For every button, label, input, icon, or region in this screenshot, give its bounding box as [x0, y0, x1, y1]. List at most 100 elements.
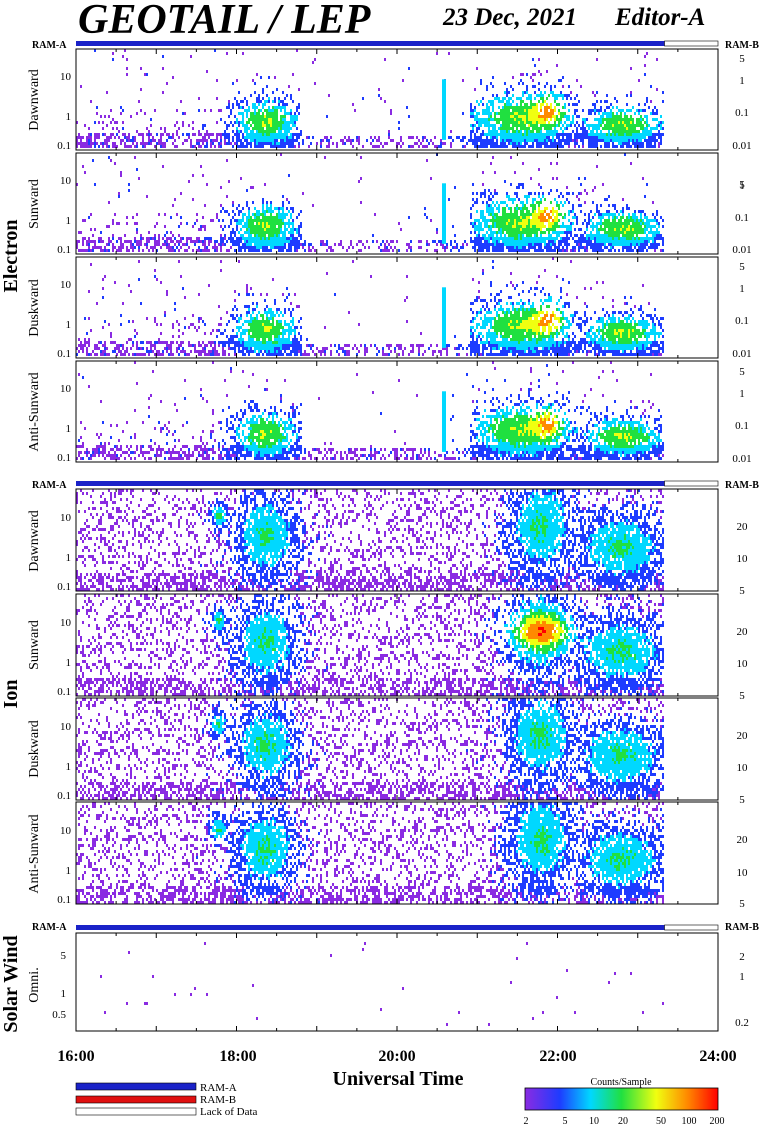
panel-label-i-dawnward: Dawnward [27, 510, 42, 571]
panel-label-i-sunward: Sunward [27, 620, 42, 670]
tick-i1-1: 1 [66, 552, 72, 564]
rtick-i3-5: 5 [739, 794, 745, 806]
panel-label-e-duskward: Duskward [27, 279, 42, 337]
panel-label-i-anti-sunward: Anti-Sunward [27, 814, 42, 893]
time-tick-16: 16:00 [57, 1048, 94, 1065]
tick-sw-0.5: 0.5 [52, 1009, 66, 1021]
tick-sw-1: 1 [61, 988, 67, 1000]
ram-a-bar-solar-wind [76, 925, 665, 930]
tick-e3-10: 10 [60, 279, 72, 291]
rtick-i2-5: 5 [739, 690, 745, 702]
spike-electron [442, 391, 444, 452]
cb-tick-100: 100 [682, 1116, 697, 1127]
editor-label: Editor-A [614, 4, 705, 31]
rtick-i4-10: 10 [737, 867, 749, 879]
tick-e2-1: 1 [66, 215, 72, 227]
rtick-i4-20: 20 [737, 834, 749, 846]
panel-label-e-sunward: Sunward [27, 179, 42, 229]
colorbar-title: Counts/Sample [590, 1077, 652, 1088]
cb-tick-20: 20 [618, 1116, 628, 1127]
rtick-e4-1: 1 [739, 388, 745, 400]
rtick-e3-0.1: 0.1 [735, 315, 749, 327]
legend-swatch-ram-a [76, 1083, 196, 1090]
spectrogram-e-duskward [76, 257, 664, 356]
ram-a-label-electron: RAM-A [32, 40, 67, 51]
tick-e4-0.1: 0.1 [57, 452, 71, 464]
spike-electron [442, 79, 444, 140]
spectrogram-i-dawnward [76, 489, 664, 591]
cb-tick-50: 50 [656, 1116, 666, 1127]
tick-i2-0.1: 0.1 [57, 686, 71, 698]
right-ticks-solar-wind: 2 1 0.2 [735, 951, 749, 1029]
tick-e3-0.1: 0.1 [57, 348, 71, 360]
spectrogram-e-sunward [76, 153, 664, 252]
tick-e4-1: 1 [66, 423, 72, 435]
spectrogram-i-sunward [76, 594, 664, 696]
tick-i4-1: 1 [66, 865, 72, 877]
spectrogram-sw-omni [100, 942, 664, 1026]
spike-electron [444, 79, 446, 140]
rtick-i3-10: 10 [737, 762, 749, 774]
spike-electron [444, 183, 446, 244]
date-label: 23 Dec, 2021 [442, 4, 577, 31]
time-tick-20: 20:00 [378, 1048, 415, 1065]
spectrogram-layer [76, 49, 664, 1026]
right-ticks-ion: 20 10 5 20 10 5 20 10 5 20 10 5 [737, 521, 749, 910]
spike-electron [442, 287, 444, 348]
rtick-e3-0.01: 0.01 [732, 348, 751, 360]
tick-i1-0.1: 0.1 [57, 581, 71, 593]
tick-e2-0.1: 0.1 [57, 244, 71, 256]
rtick-i3-20: 20 [737, 730, 749, 742]
rtick-i1-5: 5 [739, 585, 745, 597]
panel-frame-sw-omni [76, 933, 718, 1031]
group-label-electron: Electron [0, 220, 22, 293]
ram-b-label-electron: RAM-B [725, 40, 759, 51]
panel-label-i-duskward: Duskward [27, 720, 42, 778]
left-ticks-ion: 10 1 0.1 10 1 0.1 10 1 0.1 10 1 0.1 [57, 512, 71, 906]
rtick-i2-10: 10 [737, 658, 749, 670]
time-tick-24: 24:00 [699, 1048, 736, 1065]
legend-swatch-ram-b [76, 1096, 196, 1103]
tick-e4-10: 10 [60, 383, 72, 395]
lack-of-data-bar-electron [665, 41, 719, 46]
tick-i3-10: 10 [60, 721, 72, 733]
ram-legend: RAM-A RAM-B Lack of Data [76, 1082, 258, 1118]
tick-i1-10: 10 [60, 512, 72, 524]
time-tick-18: 18:00 [219, 1048, 256, 1065]
rtick-i1-10: 10 [737, 553, 749, 565]
rtick-e4-0.01: 0.01 [732, 453, 751, 465]
rtick-i2-20: 20 [737, 626, 749, 638]
tick-e1-1: 1 [66, 111, 72, 123]
legend-label-ram-b: RAM-B [200, 1094, 236, 1106]
time-axis: 16:00 18:00 20:00 22:00 24:00 [57, 1048, 736, 1065]
tick-i3-1: 1 [66, 761, 72, 773]
colorbar [525, 1088, 718, 1110]
tick-i3-0.1: 0.1 [57, 790, 71, 802]
time-tick-22: 22:00 [539, 1048, 576, 1065]
tick-e1-10: 10 [60, 71, 72, 83]
rtick-sw-2: 2 [739, 951, 745, 963]
colorbar-ticks: 2 5 10 20 50 100 200 [524, 1116, 725, 1127]
tick-e1-0.1: 0.1 [57, 140, 71, 152]
ticks-sw-omni [76, 933, 718, 1031]
tick-e2-10: 10 [60, 175, 72, 187]
rtick-e1-0.01: 0.01 [732, 140, 751, 152]
rtick-e1-0.1: 0.1 [735, 107, 749, 119]
ram-a-label-ion: RAM-A [32, 480, 67, 491]
time-axis-label: Universal Time [333, 1068, 464, 1090]
rtick-e4-5: 5 [739, 366, 745, 378]
legend-swatch-lack [76, 1108, 196, 1115]
tick-e3-1: 1 [66, 319, 72, 331]
cb-tick-200: 200 [710, 1116, 725, 1127]
left-ticks-electron: 10 1 0.1 10 1 0.1 10 1 0.1 10 1 0.1 [57, 71, 71, 464]
ram-a-bar-ion [76, 481, 665, 486]
legend-label-lack: Lack of Data [200, 1106, 258, 1118]
rtick-e2-0.01: 0.01 [732, 244, 751, 256]
ram-a-label-solar-wind: RAM-A [32, 922, 67, 933]
rtick-sw-0.2: 0.2 [735, 1017, 749, 1029]
tick-sw-5: 5 [61, 950, 67, 962]
legend-label-ram-a: RAM-A [200, 1082, 237, 1094]
spectrogram-e-anti-sunward [76, 361, 664, 460]
rtick-e3-5: 5 [739, 261, 745, 273]
